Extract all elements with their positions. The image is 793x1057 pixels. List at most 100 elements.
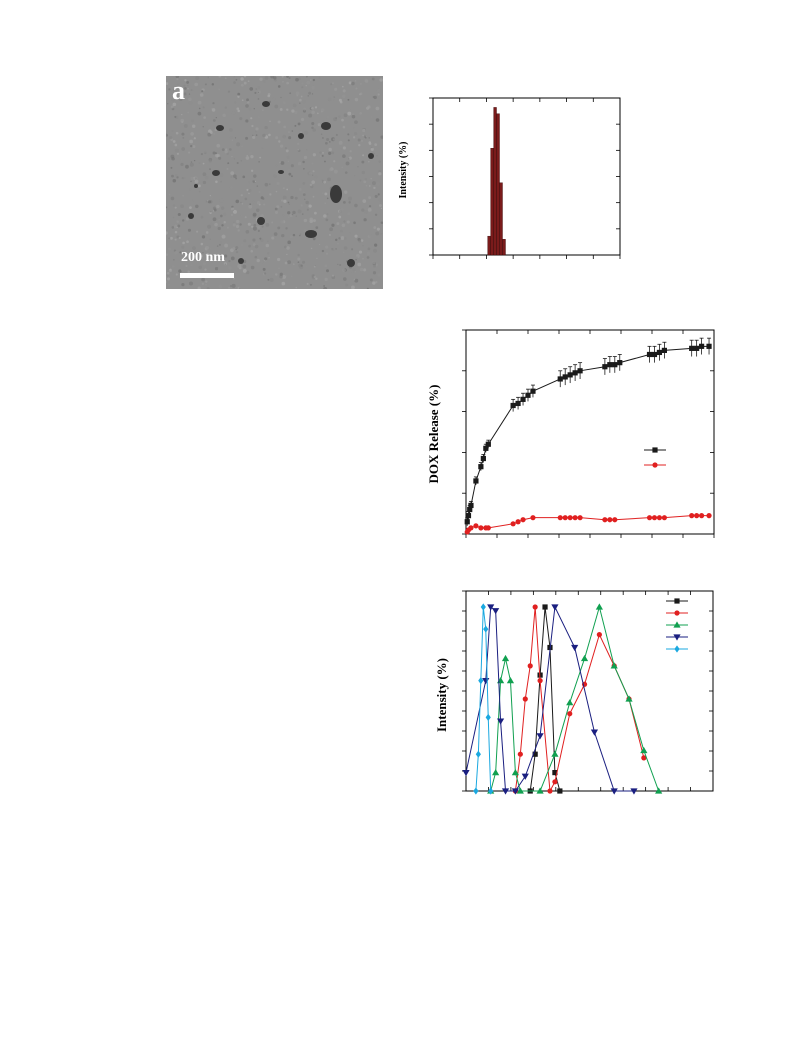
tem-grain: [374, 143, 378, 147]
data-point: [530, 388, 536, 394]
tem-grain: [364, 178, 367, 181]
tem-grain: [316, 252, 319, 255]
tem-grain: [209, 131, 213, 134]
tem-grain: [240, 194, 243, 197]
tem-grain: [358, 144, 361, 147]
tem-grain: [190, 161, 193, 163]
tem-grain: [305, 76, 308, 78]
tem-grain: [229, 136, 233, 140]
tem-grain: [176, 176, 179, 179]
tem-grain: [277, 257, 281, 262]
tem-grain: [286, 155, 290, 159]
tem-grain: [224, 149, 228, 154]
tem-grain: [335, 248, 337, 250]
tem-grain: [333, 98, 335, 101]
tem-grain: [217, 256, 220, 258]
data-point: [487, 604, 495, 611]
tem-grain: [377, 93, 380, 96]
tem-grain: [338, 215, 342, 219]
tem-grain: [172, 204, 176, 207]
tem-grain: [314, 106, 318, 109]
tem-grain: [311, 110, 315, 115]
tem-grain: [277, 85, 281, 88]
series-line: [466, 515, 710, 533]
tem-grain: [342, 167, 345, 170]
tem-grain: [286, 253, 288, 256]
tem-grain: [166, 253, 169, 256]
tem-grain: [343, 251, 345, 253]
tem-grain: [254, 77, 257, 79]
tem-grain: [171, 156, 175, 161]
tem-grain: [312, 219, 316, 223]
data-point: [492, 608, 500, 615]
tem-grain: [301, 82, 304, 85]
data-point: [552, 770, 558, 776]
tem-grain: [374, 213, 378, 216]
tem-grain: [268, 256, 270, 259]
data-point: [551, 750, 559, 757]
tem-grain: [312, 153, 316, 157]
tem-grain: [173, 259, 175, 261]
tem-grain: [362, 257, 364, 260]
tem-grain: [291, 213, 294, 216]
tem-grain: [341, 166, 343, 169]
data-point: [596, 632, 602, 638]
tem-grain: [166, 82, 169, 85]
tem-grain: [235, 224, 240, 229]
tem-grain: [326, 213, 329, 216]
tem-grain: [311, 180, 315, 184]
data-point: [467, 506, 473, 513]
data-point: [485, 713, 491, 721]
tem-grain: [180, 162, 184, 167]
data-point: [706, 513, 712, 519]
tem-grain: [361, 170, 365, 175]
tem-grain: [173, 89, 176, 92]
tem-grain: [252, 212, 257, 217]
tem-grain: [189, 162, 194, 167]
tem-grain: [329, 141, 331, 143]
tem-grain: [342, 200, 346, 204]
data-point: [617, 360, 623, 366]
tem-grain: [338, 237, 341, 240]
tem-grain: [190, 89, 193, 91]
tem-grain: [268, 133, 271, 137]
tem-grain: [202, 252, 204, 254]
data-point: [516, 787, 524, 794]
tem-grain: [253, 223, 257, 227]
tem-grain: [235, 248, 237, 251]
tem-grain: [259, 156, 262, 159]
tem-grain: [198, 107, 201, 110]
histogram-bar: [496, 113, 500, 256]
tem-grain: [255, 88, 258, 90]
tem-grain: [326, 138, 330, 142]
tem-grain: [177, 91, 180, 94]
tem-grain: [347, 111, 352, 116]
tem-grain: [318, 243, 321, 246]
tem-grain: [331, 223, 335, 227]
tem-grain: [289, 92, 292, 95]
tem-grain: [171, 174, 174, 178]
tem-grain: [329, 227, 333, 232]
tem-grain: [299, 234, 301, 237]
tem-grain: [166, 133, 168, 136]
tem-grain: [302, 182, 306, 185]
tem-grain: [304, 130, 309, 135]
tem-grain: [202, 172, 207, 177]
tem-grain: [300, 264, 303, 267]
dox-release-chart: DOX Release (%): [426, 329, 715, 538]
tem-grain: [260, 260, 264, 264]
tem-grain: [223, 221, 226, 224]
tem-grain: [203, 150, 207, 154]
nanoparticle: [262, 101, 270, 107]
tem-grain: [236, 107, 240, 111]
tem-grain: [368, 160, 370, 163]
tem-grain: [283, 136, 286, 139]
tem-grain: [171, 97, 175, 102]
tem-grain: [263, 203, 266, 206]
tem-grain: [350, 285, 355, 289]
tem-grain: [286, 188, 289, 191]
tem-grain: [368, 142, 372, 146]
tem-grain: [259, 237, 262, 240]
tem-grain: [362, 128, 366, 132]
tem-grain: [303, 218, 308, 223]
